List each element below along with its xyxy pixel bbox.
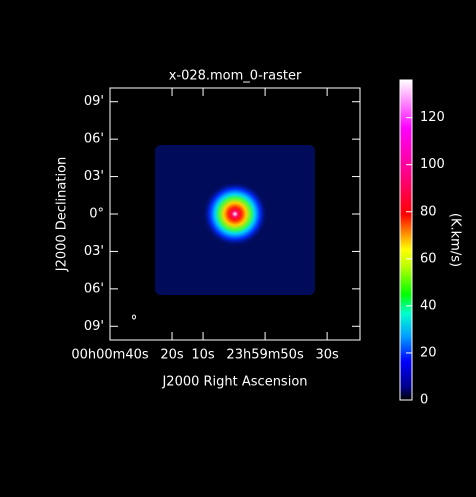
colorbar-label: (K.km/s)	[448, 213, 463, 267]
colorbar-tick-label: 20	[420, 345, 437, 360]
beam	[132, 314, 136, 320]
colorbar-tick-label: 80	[420, 204, 437, 219]
y-tick-label: 0°	[89, 207, 104, 222]
x-axis-label: J2000 Right Ascension	[161, 375, 307, 390]
colorbar-tick-label: 60	[420, 251, 437, 266]
colorbar-tick-label: 0	[420, 393, 428, 408]
y-tick-label: 09'	[84, 94, 104, 109]
colorbar	[399, 79, 413, 401]
y-tick-label: 06'	[84, 281, 104, 296]
x-tick-label: 10s	[191, 348, 215, 363]
y-tick-label: 09'	[84, 319, 104, 334]
y-axis-label: J2000 Declination	[55, 157, 70, 273]
x-tick-label: 30s	[315, 348, 339, 363]
x-tick-label: 20s	[160, 348, 184, 363]
y-tick-label: 03'	[84, 244, 104, 259]
colorbar-tick-label: 100	[420, 157, 445, 172]
chart-title: x-028.mom_0-raster	[169, 69, 302, 84]
colorbar-tick-label: 40	[420, 298, 437, 313]
x-tick-label: 00h00m40s	[71, 348, 149, 363]
x-tick-label: 23h59m50s	[226, 348, 304, 363]
emission-peak	[203, 182, 267, 246]
y-tick-label: 03'	[84, 169, 104, 184]
y-tick-label: 06'	[84, 132, 104, 147]
colorbar-tick-label: 120	[420, 110, 445, 125]
